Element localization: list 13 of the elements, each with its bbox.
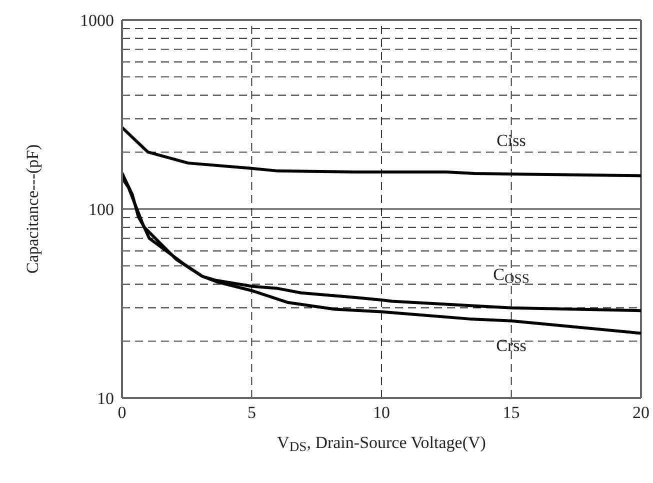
series-label: C$_{OSS}$ <box>493 264 530 286</box>
y-tick-label: 100 <box>88 200 114 220</box>
y-tick-label: 10 <box>97 389 114 408</box>
x-tick-label: 15 <box>502 403 520 422</box>
x-tick-label: 0 <box>118 403 126 422</box>
y-axis-title: Capacitance---(pF) <box>23 144 42 274</box>
y-tick-label: 1000 <box>80 11 114 30</box>
series-label: Ciss <box>496 131 526 150</box>
x-tick-label: 10 <box>373 403 390 422</box>
x-axis-title: V$_{DS}$, Drain-Source Voltage(V) <box>277 433 486 454</box>
series-label: Crss <box>496 336 526 355</box>
x-tick-label: 20 <box>632 403 650 422</box>
x-tick-label: 5 <box>248 403 256 422</box>
